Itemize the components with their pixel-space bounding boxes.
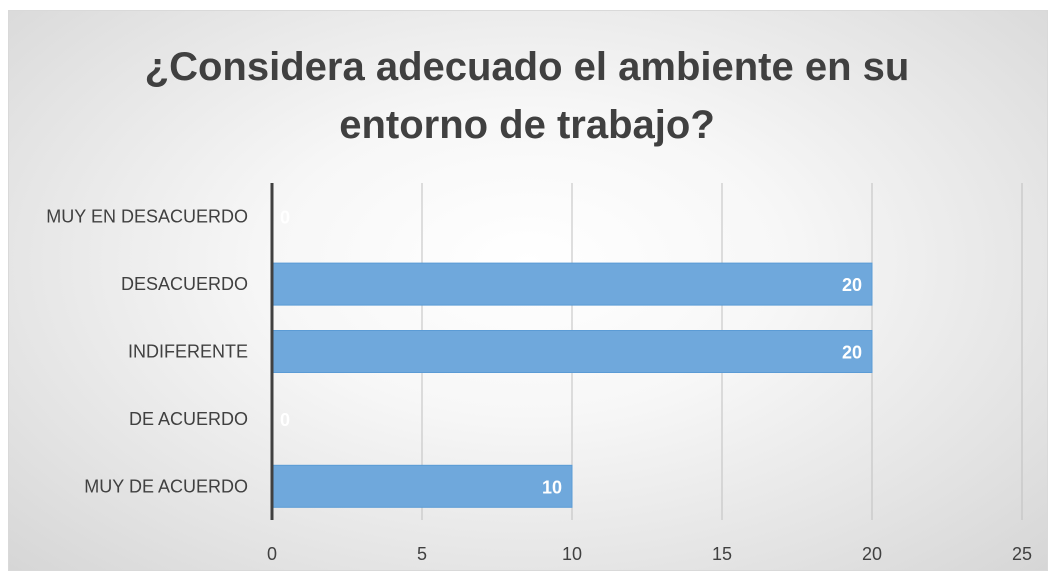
data-label: 20 <box>842 343 862 363</box>
data-label: 10 <box>542 477 562 497</box>
category-label: DE ACUERDO <box>129 409 248 429</box>
chart-title-line-1: ¿Considera adecuado el ambiente en su <box>144 45 910 89</box>
x-tick-label: 10 <box>562 544 582 564</box>
x-tick-label: 5 <box>417 544 427 564</box>
bar-indiferente <box>271 330 873 373</box>
bar-desacuerdo <box>271 262 873 306</box>
x-tick-label: 15 <box>712 544 732 564</box>
x-tick-label: 0 <box>267 544 277 564</box>
x-tick-label: 25 <box>1012 544 1032 564</box>
chart-title: ¿Considera adecuado el ambiente en su en… <box>0 38 1054 154</box>
category-label: MUY EN DESACUERDO <box>46 207 248 227</box>
category-label: INDIFERENTE <box>128 342 248 362</box>
data-label: 0 <box>280 208 290 228</box>
x-tick-label: 20 <box>862 544 882 564</box>
chart-title-line-2: entorno de trabajo? <box>339 103 715 147</box>
category-label: DESACUERDO <box>121 274 248 294</box>
bar-muy-de-acuerdo <box>271 464 573 508</box>
labels: 0 5 10 15 20 25 MUY EN DESACUERDO 0 DESACUERDO 20… <box>46 207 1032 564</box>
data-label: 0 <box>280 410 290 430</box>
data-label: 20 <box>842 275 862 295</box>
category-label: MUY DE ACUERDO <box>84 476 248 496</box>
